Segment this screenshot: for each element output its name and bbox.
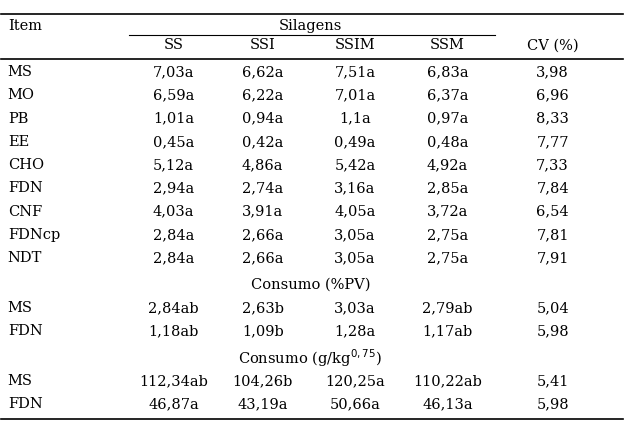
Text: 1,28a: 1,28a — [335, 324, 376, 338]
Text: 2,66a: 2,66a — [242, 228, 284, 242]
Text: 7,03a: 7,03a — [153, 65, 194, 79]
Text: 6,59a: 6,59a — [153, 88, 194, 103]
Text: 4,86a: 4,86a — [242, 158, 284, 172]
Text: 2,84a: 2,84a — [153, 228, 194, 242]
Text: SS: SS — [163, 38, 184, 52]
Text: 1,01a: 1,01a — [153, 112, 194, 126]
Text: Silagens: Silagens — [279, 19, 342, 33]
Text: 2,74a: 2,74a — [242, 181, 284, 195]
Text: Consumo (g/kg$^{0,75}$): Consumo (g/kg$^{0,75}$) — [239, 347, 382, 369]
Text: 3,03a: 3,03a — [334, 301, 376, 315]
Text: 1,18ab: 1,18ab — [148, 324, 198, 338]
Text: 0,94a: 0,94a — [242, 112, 284, 126]
Text: 6,62a: 6,62a — [242, 65, 284, 79]
Text: 3,16a: 3,16a — [334, 181, 376, 195]
Text: FDN: FDN — [8, 324, 42, 338]
Text: 2,75a: 2,75a — [427, 228, 468, 242]
Text: 1,1a: 1,1a — [339, 112, 371, 126]
Text: CNF: CNF — [8, 205, 42, 219]
Text: 0,49a: 0,49a — [334, 135, 376, 149]
Text: 3,98: 3,98 — [536, 65, 569, 79]
Text: 46,87a: 46,87a — [148, 397, 199, 411]
Text: SSM: SSM — [430, 38, 465, 52]
Text: 8,33: 8,33 — [536, 112, 569, 126]
Text: 0,97a: 0,97a — [427, 112, 468, 126]
Text: SSI: SSI — [250, 38, 276, 52]
Text: 4,92a: 4,92a — [427, 158, 468, 172]
Text: 120,25a: 120,25a — [325, 374, 385, 388]
Text: FDN: FDN — [8, 181, 42, 195]
Text: 6,83a: 6,83a — [427, 65, 468, 79]
Text: 2,63b: 2,63b — [242, 301, 284, 315]
Text: CV (%): CV (%) — [527, 38, 579, 52]
Text: 2,85a: 2,85a — [427, 181, 468, 195]
Text: 6,96: 6,96 — [536, 88, 569, 103]
Text: FDN: FDN — [8, 397, 42, 411]
Text: 110,22ab: 110,22ab — [413, 374, 482, 388]
Text: 7,51a: 7,51a — [335, 65, 376, 79]
Text: 112,34ab: 112,34ab — [139, 374, 208, 388]
Text: 2,75a: 2,75a — [427, 251, 468, 265]
Text: 6,22a: 6,22a — [242, 88, 284, 103]
Text: 7,77: 7,77 — [536, 135, 569, 149]
Text: EE: EE — [8, 135, 29, 149]
Text: 7,84: 7,84 — [536, 181, 569, 195]
Text: 5,98: 5,98 — [536, 397, 569, 411]
Text: NDT: NDT — [8, 251, 42, 265]
Text: 3,91a: 3,91a — [242, 205, 284, 219]
Text: CHO: CHO — [8, 158, 44, 172]
Text: 2,84ab: 2,84ab — [148, 301, 199, 315]
Text: 7,01a: 7,01a — [335, 88, 376, 103]
Text: 104,26b: 104,26b — [232, 374, 293, 388]
Text: FDNcp: FDNcp — [8, 228, 60, 242]
Text: 5,04: 5,04 — [536, 301, 569, 315]
Text: 0,48a: 0,48a — [427, 135, 468, 149]
Text: 4,05a: 4,05a — [334, 205, 376, 219]
Text: SSIM: SSIM — [335, 38, 375, 52]
Text: 3,05a: 3,05a — [334, 228, 376, 242]
Text: 7,81: 7,81 — [536, 228, 569, 242]
Text: MS: MS — [8, 65, 33, 79]
Text: MO: MO — [8, 88, 35, 103]
Text: 50,66a: 50,66a — [330, 397, 381, 411]
Text: 1,17ab: 1,17ab — [422, 324, 472, 338]
Text: 5,98: 5,98 — [536, 324, 569, 338]
Text: 3,72a: 3,72a — [427, 205, 468, 219]
Text: 43,19a: 43,19a — [237, 397, 288, 411]
Text: 0,42a: 0,42a — [242, 135, 284, 149]
Text: 2,79ab: 2,79ab — [422, 301, 473, 315]
Text: 0,45a: 0,45a — [153, 135, 194, 149]
Text: 1,09b: 1,09b — [242, 324, 284, 338]
Text: 5,42a: 5,42a — [335, 158, 376, 172]
Text: 7,33: 7,33 — [536, 158, 569, 172]
Text: 5,12a: 5,12a — [153, 158, 194, 172]
Text: Consumo (%PV): Consumo (%PV) — [251, 278, 370, 292]
Text: 5,41: 5,41 — [536, 374, 569, 388]
Text: 6,37a: 6,37a — [427, 88, 468, 103]
Text: 2,84a: 2,84a — [153, 251, 194, 265]
Text: MS: MS — [8, 301, 33, 315]
Text: 4,03a: 4,03a — [153, 205, 194, 219]
Text: 2,66a: 2,66a — [242, 251, 284, 265]
Text: 7,91: 7,91 — [536, 251, 569, 265]
Text: PB: PB — [8, 112, 28, 126]
Text: 3,05a: 3,05a — [334, 251, 376, 265]
Text: 6,54: 6,54 — [536, 205, 569, 219]
Text: Item: Item — [8, 19, 42, 33]
Text: MS: MS — [8, 374, 33, 388]
Text: 46,13a: 46,13a — [422, 397, 473, 411]
Text: 2,94a: 2,94a — [153, 181, 194, 195]
